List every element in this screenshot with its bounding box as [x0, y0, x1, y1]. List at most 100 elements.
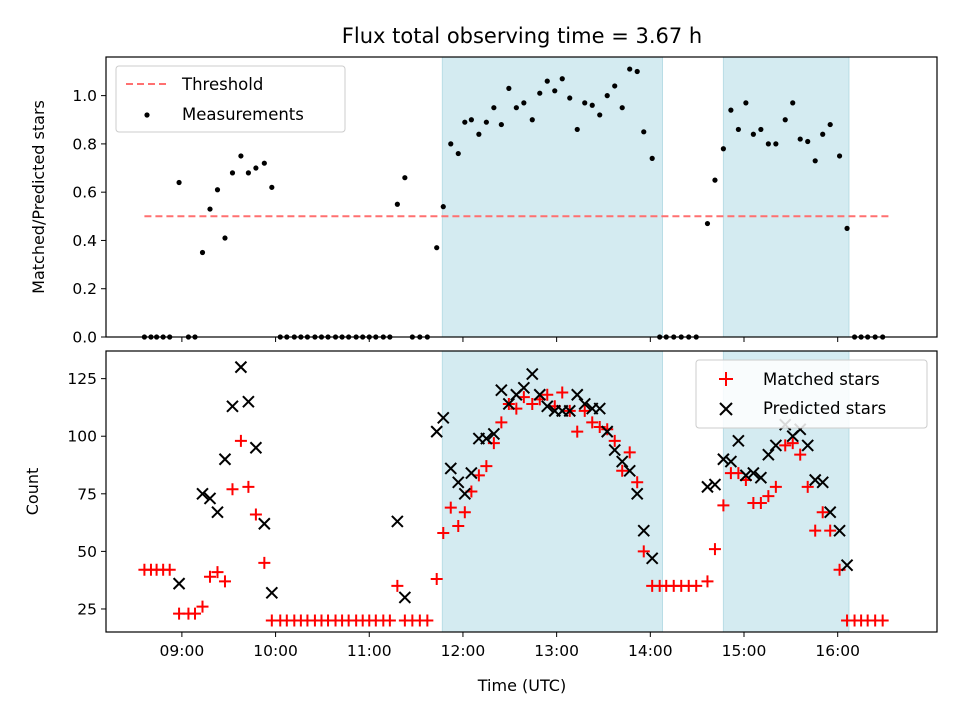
predicted-star-point: [458, 487, 472, 501]
measurement-point: [440, 204, 446, 210]
measurement-point: [269, 184, 275, 190]
predicted-star-point: [608, 443, 621, 457]
predicted-star-point: [226, 400, 239, 413]
predicted-star-point: [708, 478, 722, 491]
predicted-star-point: [724, 455, 738, 468]
measurement-point: [261, 160, 267, 166]
matched-star-point: [211, 566, 224, 579]
predicted-star-point: [593, 402, 606, 415]
panel-counts: 09:00 10:00 11:00 12:00 13:00 14:00 15:00 16:00…: [23, 350, 938, 695]
measurement-point: [513, 105, 519, 111]
legend-box-top: [115, 65, 346, 133]
measurement-point: [797, 136, 803, 142]
x-ticks-bottom: 09:00 10:00 11:00 12:00 13:00 14:00 15:00 16:00: [160, 632, 860, 660]
y-tick-label: 125: [67, 370, 97, 388]
matched-star-point: [779, 439, 792, 452]
measurement-point: [844, 225, 850, 231]
measurement-point: [790, 100, 796, 106]
measurement-point: [544, 78, 550, 84]
y-tick-label: 100: [67, 428, 97, 446]
x-tick-label: 10:00: [253, 642, 298, 660]
matched-star-point: [258, 556, 271, 569]
matched-star-point: [786, 437, 799, 450]
x-tick-label: 12:00: [441, 642, 486, 660]
matched-star-point: [876, 614, 889, 627]
predicted-star-point: [258, 517, 271, 530]
measurement-point: [782, 117, 788, 123]
predicted-star-point: [265, 586, 279, 600]
x-ticks-top: [181, 337, 839, 342]
predicted-star-point: [623, 464, 636, 477]
predicted-star-point: [801, 439, 814, 452]
matched-star-point: [163, 563, 176, 576]
legend-matched-label: Matched stars: [763, 370, 880, 389]
x-tick-label: 13:00: [534, 642, 579, 660]
predicted-star-point: [526, 367, 539, 381]
predicted-star-point: [637, 524, 650, 537]
matched-star-point: [234, 434, 247, 447]
measurement-point: [735, 126, 741, 133]
measurement-point: [812, 158, 818, 164]
measurement-point: [612, 83, 618, 89]
measurement-point: [434, 245, 440, 251]
predicted-star-point: [717, 453, 730, 466]
legend-matched-swatch: [719, 372, 733, 386]
predicted-star-point: [517, 381, 531, 395]
measurement-point: [582, 100, 588, 106]
measurement-point: [521, 100, 527, 106]
matched-star-point: [452, 520, 465, 533]
measurement-point: [476, 131, 482, 137]
measurement-point: [448, 141, 454, 147]
matched-star-point: [189, 607, 202, 620]
y-tick-label: 25: [77, 600, 97, 618]
measurement-point: [758, 126, 764, 133]
measurement-point: [253, 165, 259, 171]
y-tick-label: 50: [77, 543, 97, 561]
legend-predicted-label: Predicted stars: [763, 399, 886, 418]
predicted-star-point: [444, 462, 457, 475]
measurement-point: [462, 119, 468, 125]
measurement-point: [483, 119, 489, 125]
legend-measurements-label: Measurements: [182, 105, 304, 124]
y-ticks-bottom: 25 50 75 100 125: [67, 370, 106, 618]
predicted-star-point: [249, 441, 263, 454]
measurement-point: [559, 76, 565, 82]
y-ticks-top: 0.0 0.2 0.4 0.6 0.8 1.0: [72, 87, 106, 347]
matched-star-point: [601, 423, 614, 436]
measurement-point: [827, 121, 833, 128]
matched-star-point: [203, 570, 216, 583]
matched-star-point: [444, 501, 457, 514]
y-axis-label-top: Matched/Predicted stars: [29, 100, 48, 294]
shaded-span-1: [441, 56, 663, 338]
predicted-star-point: [437, 411, 450, 425]
predicted-star-point: [203, 492, 217, 505]
matched-star-point: [226, 483, 239, 496]
legend-box-bottom: [695, 359, 928, 429]
predicted-star-point: [769, 439, 783, 452]
shaded-span-2: [722, 56, 850, 338]
predicted-star-point: [172, 577, 186, 590]
measurement-point: [704, 220, 711, 227]
measurement-point: [229, 170, 236, 176]
y-tick-label: 0.0: [72, 329, 97, 347]
measurement-point: [712, 177, 718, 183]
y-tick-label: 75: [77, 485, 97, 503]
measurement-point: [820, 131, 826, 137]
measurement-point: [589, 102, 595, 108]
predicted-star-point: [502, 397, 516, 411]
matched-star-point: [196, 600, 209, 613]
measurement-point: [634, 68, 640, 75]
predicted-star-point: [218, 453, 232, 466]
matched-star-point: [816, 506, 829, 519]
measurement-point: [394, 201, 400, 207]
matched-star-point: [391, 579, 404, 592]
axes-frame-bottom: [105, 350, 938, 633]
legend-measurements-swatch: [144, 112, 150, 118]
matched-star-point: [717, 499, 730, 512]
measurement-point: [176, 179, 182, 186]
predicted-star-point: [762, 448, 775, 461]
matched-star-point: [458, 506, 471, 519]
legend-top: Threshold Measurements: [115, 65, 346, 133]
matched-star-point: [754, 497, 767, 510]
